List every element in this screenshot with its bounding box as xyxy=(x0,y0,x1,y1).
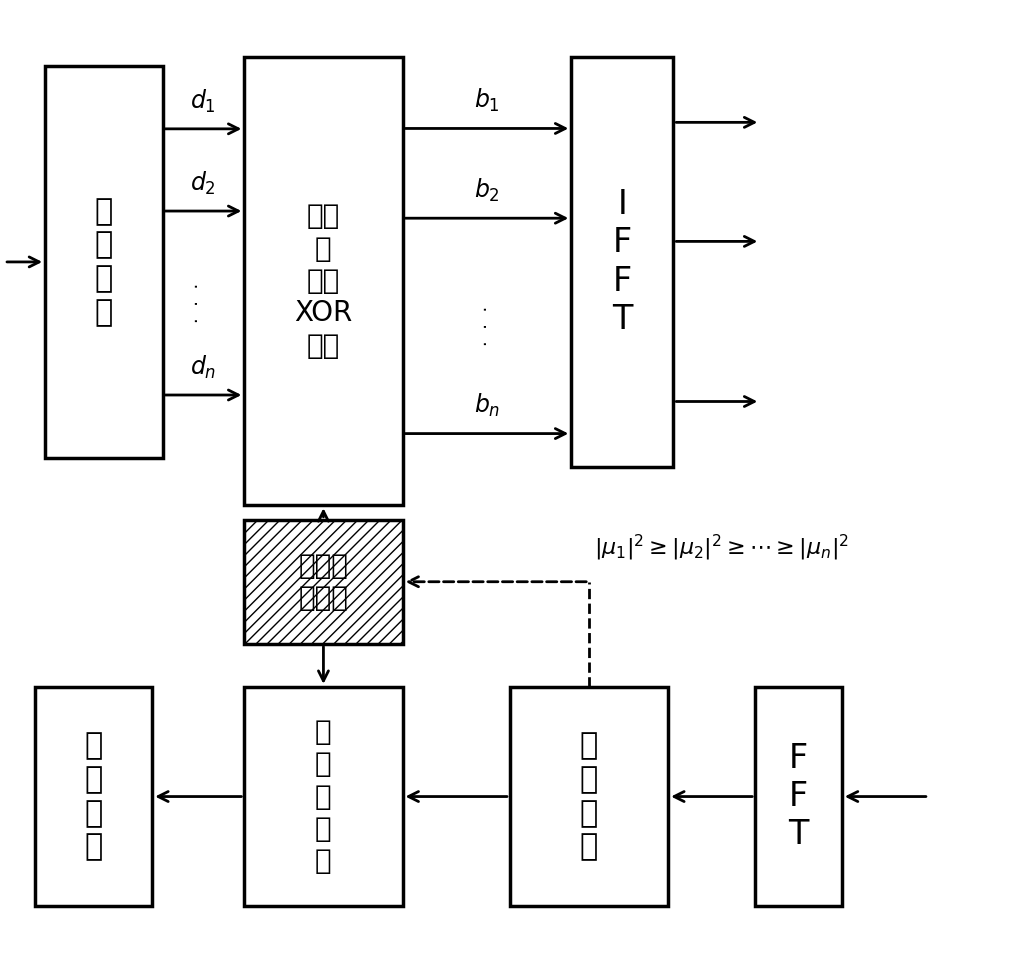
Bar xyxy=(755,687,842,906)
Text: 信
道
估
计: 信 道 估 计 xyxy=(580,732,598,862)
Text: 串
并
变
换: 串 并 变 换 xyxy=(95,197,113,326)
Text: $b_1$: $b_1$ xyxy=(474,87,500,115)
Text: 并
串
变
换: 并 串 变 换 xyxy=(84,732,103,862)
Bar xyxy=(45,66,163,457)
Text: I
F
F
T: I F F T xyxy=(612,188,632,336)
Text: $b_2$: $b_2$ xyxy=(474,176,500,204)
Text: ·  ·  ·: · · · xyxy=(190,283,207,324)
Text: $|\mu_1|^2\geq|\mu_2|^2\geq\cdots\geq|\mu_n|^2$: $|\mu_1|^2\geq|\mu_2|^2\geq\cdots\geq|\m… xyxy=(594,533,849,562)
Text: 子
载
波
还
原: 子 载 波 还 原 xyxy=(315,717,332,875)
Text: $d_1$: $d_1$ xyxy=(191,88,216,115)
Text: $b_n$: $b_n$ xyxy=(474,392,501,419)
Bar xyxy=(510,687,668,906)
Text: 子载
波
配对
XOR
运算: 子载 波 配对 XOR 运算 xyxy=(295,202,352,360)
Bar xyxy=(572,57,674,467)
Bar xyxy=(244,520,403,644)
Bar xyxy=(35,687,152,906)
Text: 功率分
配算法: 功率分 配算法 xyxy=(299,552,348,612)
Bar xyxy=(244,687,403,906)
Text: $d_2$: $d_2$ xyxy=(191,169,216,196)
Bar xyxy=(244,57,403,506)
Text: $d_n$: $d_n$ xyxy=(191,353,216,380)
Text: ·  ·  ·: · · · xyxy=(478,306,495,346)
Text: F
F
T: F F T xyxy=(788,742,809,851)
